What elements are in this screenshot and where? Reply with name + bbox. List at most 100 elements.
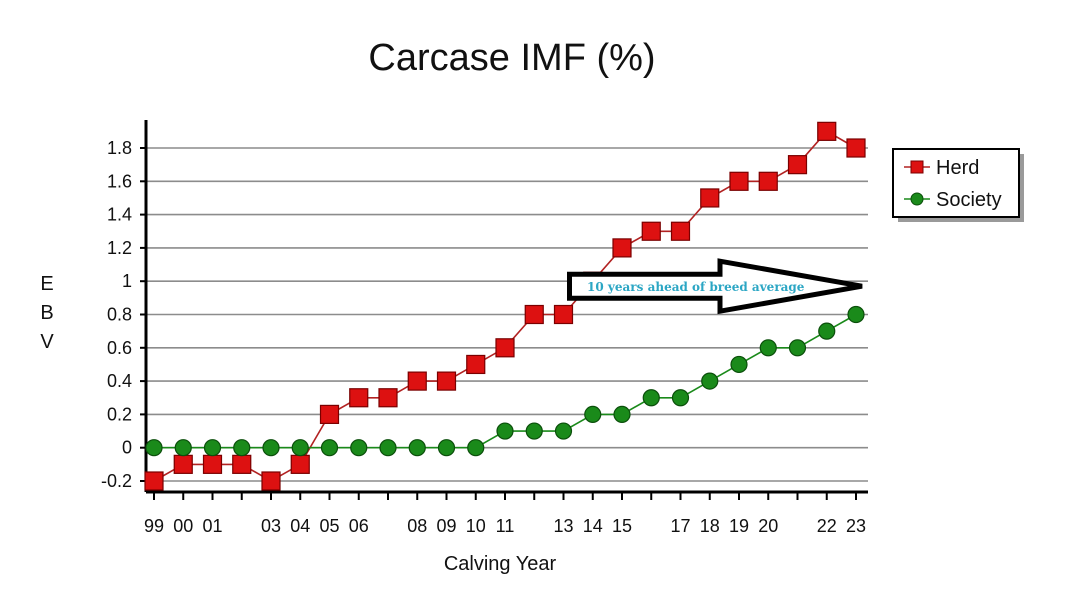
- x-tick-label: 00: [173, 516, 193, 536]
- data-point-herd: [173, 454, 193, 474]
- data-point-society: [613, 405, 631, 423]
- data-point-herd: [436, 371, 457, 391]
- data-point-herd: [817, 121, 837, 141]
- y-axis-label-letter: B: [40, 302, 53, 324]
- y-axis-ticks: -0.2 0 0.2 0.4 0.6 0.8 1 1.2 1.4 1.6 1.8: [101, 138, 146, 491]
- y-tick-label: 0.6: [107, 338, 132, 358]
- data-point-herd: [495, 338, 515, 358]
- data-point-herd: [612, 238, 632, 258]
- y-tick-label: 0.4: [107, 371, 132, 391]
- data-point-society: [730, 355, 748, 374]
- data-point-society: [759, 339, 777, 357]
- data-point-society: [262, 439, 280, 457]
- data-point-herd: [349, 388, 369, 408]
- data-point-society: [320, 439, 339, 457]
- data-point-society: [496, 422, 514, 440]
- annotation-text: 10 years ahead of breed average: [587, 280, 805, 294]
- legend-label: Society: [936, 189, 1002, 211]
- data-point-society: [379, 439, 397, 457]
- data-point-society: [642, 389, 660, 407]
- data-point-society: [203, 439, 222, 457]
- data-point-society: [671, 389, 690, 407]
- x-tick-label: 11: [496, 516, 515, 536]
- series-layer: [144, 121, 866, 491]
- data-point-herd: [144, 471, 164, 491]
- annotation-arrow: 10 years ahead of breed average: [567, 258, 863, 315]
- y-tick-label: 0: [122, 438, 132, 458]
- y-tick-label: 1.8: [107, 138, 132, 158]
- x-tick-label: 10: [466, 516, 486, 536]
- data-point-herd: [729, 171, 749, 191]
- data-point-society: [525, 422, 543, 440]
- legend-marker-square: [910, 160, 924, 174]
- x-axis-ticks: 99 00 01 03 04 05 06 08 09 10 11 13 14 15 17 18 19 20 22 23: [144, 492, 866, 536]
- series-society: [145, 305, 865, 457]
- x-axis-label: Calving Year: [444, 553, 557, 575]
- x-tick-label: 08: [407, 516, 427, 536]
- data-point-society: [233, 439, 251, 457]
- x-tick-label: 14: [583, 516, 603, 536]
- data-point-herd: [758, 171, 778, 191]
- series-herd: [144, 121, 866, 491]
- data-point-society: [467, 439, 485, 457]
- data-point-herd: [787, 155, 808, 175]
- data-point-society: [174, 439, 192, 457]
- data-point-herd: [553, 304, 574, 325]
- x-tick-label: 19: [729, 516, 749, 536]
- y-tick-label: 1.2: [107, 238, 132, 258]
- y-axis-label-letter: V: [40, 331, 54, 353]
- data-point-herd: [407, 371, 427, 391]
- data-point-herd: [466, 354, 486, 375]
- data-point-herd: [319, 404, 340, 424]
- data-point-herd: [641, 221, 661, 241]
- x-tick-label: 13: [553, 516, 573, 536]
- x-tick-label: 09: [436, 516, 456, 536]
- x-tick-label: 22: [817, 516, 837, 536]
- x-tick-label: 17: [670, 516, 690, 536]
- chart-title: Carcase IMF (%): [368, 37, 655, 79]
- data-point-society: [408, 439, 426, 457]
- data-point-herd: [202, 454, 223, 474]
- x-tick-label: 99: [144, 516, 164, 536]
- data-point-society: [847, 305, 865, 324]
- data-point-society: [350, 439, 368, 457]
- y-tick-label: 1.4: [107, 205, 132, 225]
- x-tick-label: 18: [700, 516, 720, 536]
- data-point-society: [291, 439, 309, 457]
- legend-label: Herd: [936, 157, 979, 179]
- data-point-society: [437, 439, 456, 457]
- y-tick-label: 1: [122, 271, 132, 291]
- data-point-society: [788, 339, 807, 357]
- data-point-society: [818, 322, 836, 340]
- x-tick-label: 04: [290, 516, 310, 536]
- legend-marker-circle: [910, 192, 924, 206]
- y-tick-label: -0.2: [101, 471, 132, 491]
- y-tick-label: 0.8: [107, 305, 132, 325]
- data-point-society: [701, 372, 719, 390]
- x-tick-label: 03: [261, 516, 281, 536]
- data-point-society: [554, 422, 573, 440]
- data-point-herd: [670, 221, 691, 241]
- data-point-herd: [846, 138, 866, 158]
- x-tick-label: 06: [349, 516, 369, 536]
- y-axis-label-letter: E: [40, 273, 53, 295]
- x-tick-label: 15: [612, 516, 632, 536]
- x-tick-label: 05: [319, 516, 339, 536]
- data-point-herd: [378, 388, 398, 408]
- data-point-society: [584, 405, 602, 423]
- data-point-herd: [524, 304, 544, 325]
- y-tick-label: 1.6: [107, 171, 132, 191]
- legend-box: [892, 148, 1020, 218]
- x-tick-label: 01: [202, 516, 222, 536]
- arrow-shape: [567, 258, 863, 315]
- y-axis-label: EBV: [40, 273, 54, 353]
- data-point-herd: [290, 454, 310, 474]
- data-point-herd: [261, 471, 281, 491]
- x-tick-label: 20: [758, 516, 778, 536]
- data-point-herd: [700, 188, 720, 208]
- x-tick-label: 23: [846, 516, 866, 536]
- y-tick-label: 0.2: [107, 404, 132, 424]
- data-point-herd: [232, 454, 252, 474]
- legend: Herd Society: [892, 148, 1024, 222]
